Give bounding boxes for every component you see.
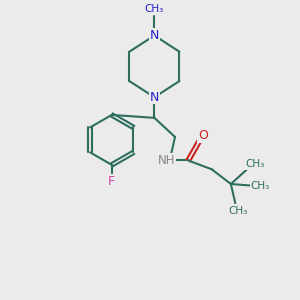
Text: F: F	[108, 175, 115, 188]
Text: N: N	[150, 29, 159, 42]
Text: NH: NH	[158, 154, 175, 167]
Text: N: N	[150, 91, 159, 104]
Text: O: O	[198, 129, 208, 142]
Text: CH₃: CH₃	[250, 182, 269, 191]
Text: CH₃: CH₃	[145, 4, 164, 14]
Text: CH₃: CH₃	[229, 206, 248, 216]
Text: CH₃: CH₃	[245, 159, 265, 169]
